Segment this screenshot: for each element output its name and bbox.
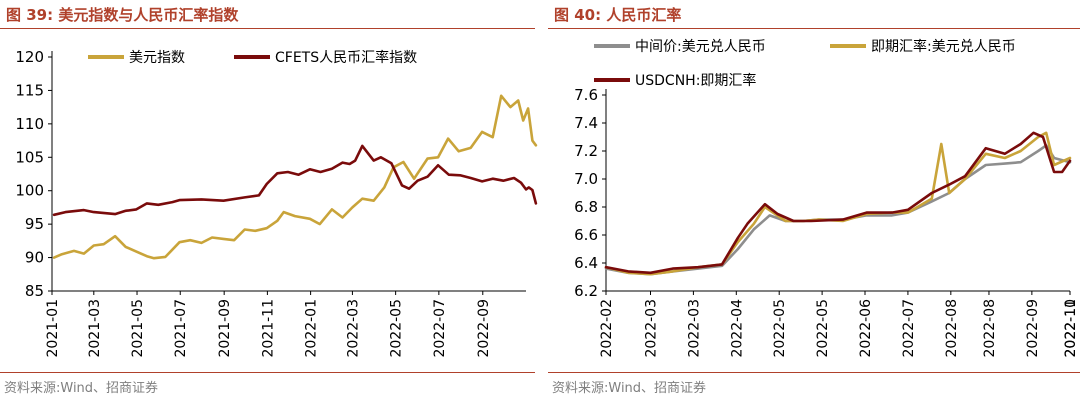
legend-label: CFETS人民币汇率指数 [275,49,417,66]
series-line-1 [52,94,538,260]
y-tick-label: 90 [25,249,44,267]
x-tick-label: 2022-01 [304,299,320,358]
x-tick-label: 2022-05 [815,299,831,358]
x-tick-label: 2021-05 [130,299,146,358]
y-tick-label: 7.2 [574,142,598,160]
y-tick-label: 6.6 [574,226,598,244]
title-rule [0,28,535,29]
series-line-1 [604,144,1072,276]
source-note: 资料来源:Wind、招商证券 [552,381,707,396]
x-tick-label: 2022-03 [686,299,702,358]
x-tick-label: 2022-04 [729,299,745,358]
figure-title: 图 40: 人民币汇率 [554,4,681,25]
x-tick-label: 2022-08 [944,299,960,358]
figure-label: 图 40: [554,6,602,24]
x-tick-label: 2021-01 [45,299,61,358]
figure-40-panel: 图 40: 人民币汇率 6.2 6.4 6.6 6.8 7.0 7.2 7.4 7.6 2022… [548,0,1080,401]
x-tick-label: 2021-07 [173,299,189,358]
source-rule [0,372,535,373]
y-tick-label: 7.6 [574,86,598,104]
x-tick-label: 2022-10 [1063,299,1079,358]
title-rule [548,28,1080,29]
y-tick-label: 95 [25,215,44,233]
figure-39-panel: 图 39: 美元指数与人民币汇率指数 85 90 95 100 105 110 115 120… [0,0,538,401]
legend-label: 即期汇率:美元兑人民币 [871,38,1016,55]
legend-label: USDCNH:即期汇率 [635,72,756,89]
y-tick-label: 6.8 [574,198,598,216]
x-tick-label: 2022-07 [901,299,917,358]
figure-title: 图 39: 美元指数与人民币汇率指数 [6,4,238,25]
x-tick-label: 2022-06 [858,299,874,358]
y-tick-label: 100 [15,182,44,200]
x-tick-label: 2022-03 [345,299,361,358]
figure-title-text: 美元指数与人民币汇率指数 [58,6,239,24]
figure-title-text: 人民币汇率 [606,6,682,24]
y-tick-label: 85 [25,282,44,300]
y-tick-label: 105 [15,148,44,166]
x-tick-label: 2022-09 [476,299,492,358]
rmb-exchange-rate-chart: 6.2 6.4 6.6 6.8 7.0 7.2 7.4 7.6 2022-02 2022-03 20… [574,38,1079,358]
x-tick-label: 2022-05 [389,299,405,358]
x-tick-label: 2021-11 [260,299,276,358]
x-tick-label: 2022-02 [599,299,615,358]
legend-label: 美元指数 [129,50,185,66]
x-tick-label: 2022-08 [982,299,998,358]
x-tick-label: 2022-09 [1025,299,1041,358]
source-note: 资料来源:Wind、招商证券 [4,381,159,396]
x-tick-label: 2021-09 [217,299,233,358]
figure-label: 图 39: [6,6,54,24]
y-tick-label: 6.4 [574,254,598,272]
source-rule [548,372,1080,373]
usd-index-cfets-chart: 85 90 95 100 105 110 115 120 2021-01 2021-03 2021-… [15,48,538,358]
series-line-3 [604,131,1072,275]
x-tick-label: 2022-05 [772,299,788,358]
series-line-2 [52,144,538,217]
y-tick-label: 7.4 [574,114,598,132]
y-tick-label: 7.0 [574,170,598,188]
y-tick-label: 6.2 [574,282,598,300]
x-tick-label: 2022-03 [643,299,659,358]
x-tick-label: 2022-11 [1063,299,1079,358]
series-line-2 [604,131,1072,276]
x-tick-label: 2022-07 [432,299,448,358]
y-tick-label: 110 [15,115,44,133]
x-tick-label: 2021-03 [87,299,103,358]
legend-label: 中间价:美元兑人民币 [635,39,766,55]
y-tick-label: 115 [15,81,44,99]
y-tick-label: 120 [15,48,44,66]
